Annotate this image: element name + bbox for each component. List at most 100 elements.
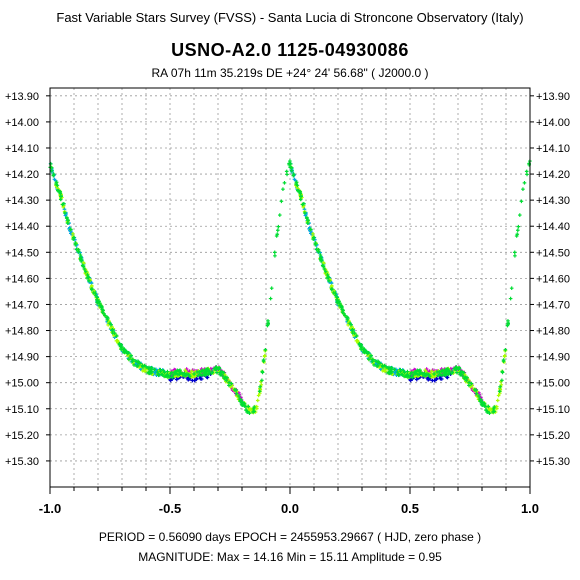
data-point [269,286,274,291]
data-point [59,194,63,199]
data-point [513,253,517,258]
x-tick-label: 1.0 [521,501,539,516]
data-point [138,361,142,366]
data-point [396,373,401,378]
data-point [506,322,510,326]
data-point [398,367,403,372]
data-point [422,372,426,376]
data-point [149,367,153,372]
x-tick-label: -1.0 [39,501,61,516]
y-tick-label-right: +14.80 [536,326,570,338]
data-point [464,378,469,383]
y-tick-label-right: +15.00 [536,378,570,390]
data-point [405,373,409,378]
y-tick-label-right: +14.30 [536,195,570,207]
data-point [223,375,228,380]
data-point [308,227,313,232]
data-point [206,368,211,373]
data-point [169,370,174,375]
data-point [85,273,90,277]
data-point [132,363,136,367]
data-point [260,370,265,375]
data-point [474,391,479,396]
data-point [117,341,122,346]
data-point [500,378,504,383]
data-point [171,373,176,377]
data-point [298,197,303,202]
data-point [442,370,447,375]
data-point [156,373,161,378]
data-point [256,393,261,398]
data-point [487,407,492,412]
data-point [257,389,262,394]
data-point [245,410,249,415]
y-tick-label-right: +14.40 [536,221,570,233]
data-point [463,375,468,380]
data-point [499,383,504,387]
data-point [354,334,359,338]
data-point [436,373,440,378]
data-point [501,358,506,362]
data-point [205,375,210,380]
data-point [155,370,160,374]
data-point [484,408,488,412]
data-point [129,353,133,358]
data-point [296,188,300,193]
data-point [457,366,462,371]
data-point [285,172,289,177]
data-point [330,287,334,291]
data-point [76,248,81,252]
data-point [115,338,120,343]
data-point [278,213,282,217]
data-point [51,172,56,176]
data-point [279,199,284,204]
data-point [503,347,508,352]
data-point [161,368,166,373]
data-point [400,372,405,377]
y-tick-label-right: +13.90 [536,91,570,103]
y-tick-label-left: +14.60 [5,273,39,285]
data-point [352,331,357,335]
data-point [78,257,83,262]
data-point [323,269,328,274]
data-point [521,187,525,191]
data-point [357,341,362,346]
data-point [455,370,459,375]
data-point [439,377,444,381]
star-name: USNO-A2.0 1125-04930086 [171,40,409,60]
data-point [247,411,252,416]
data-point [276,224,281,229]
data-point [284,169,289,174]
data-point [408,378,413,383]
data-point [258,385,262,389]
data-point [318,257,323,262]
data-point [221,374,225,378]
data-point [160,372,165,377]
data-point [261,358,266,362]
data-point [192,372,196,376]
data-point [477,391,481,395]
data-point [60,202,65,207]
data-point [237,394,241,398]
data-point [515,228,520,233]
data-point [247,407,252,412]
data-point [147,371,152,376]
data-point [120,345,124,349]
data-point [281,187,285,191]
data-point [524,169,529,174]
data-point [134,362,138,367]
data-point [275,228,280,233]
data-point [327,278,331,283]
data-point [168,378,173,383]
data-point [369,353,373,358]
data-point [295,183,300,188]
data-point [287,162,291,167]
data-point [340,305,344,310]
data-point [103,313,107,318]
y-tick-label-right: +14.10 [536,143,570,155]
data-point [263,347,268,352]
data-point [487,411,492,416]
data-point [502,353,507,358]
period-epoch-info: PERIOD = 0.56090 days EPOCH = 2455953.29… [98,530,482,544]
data-point [204,372,209,377]
